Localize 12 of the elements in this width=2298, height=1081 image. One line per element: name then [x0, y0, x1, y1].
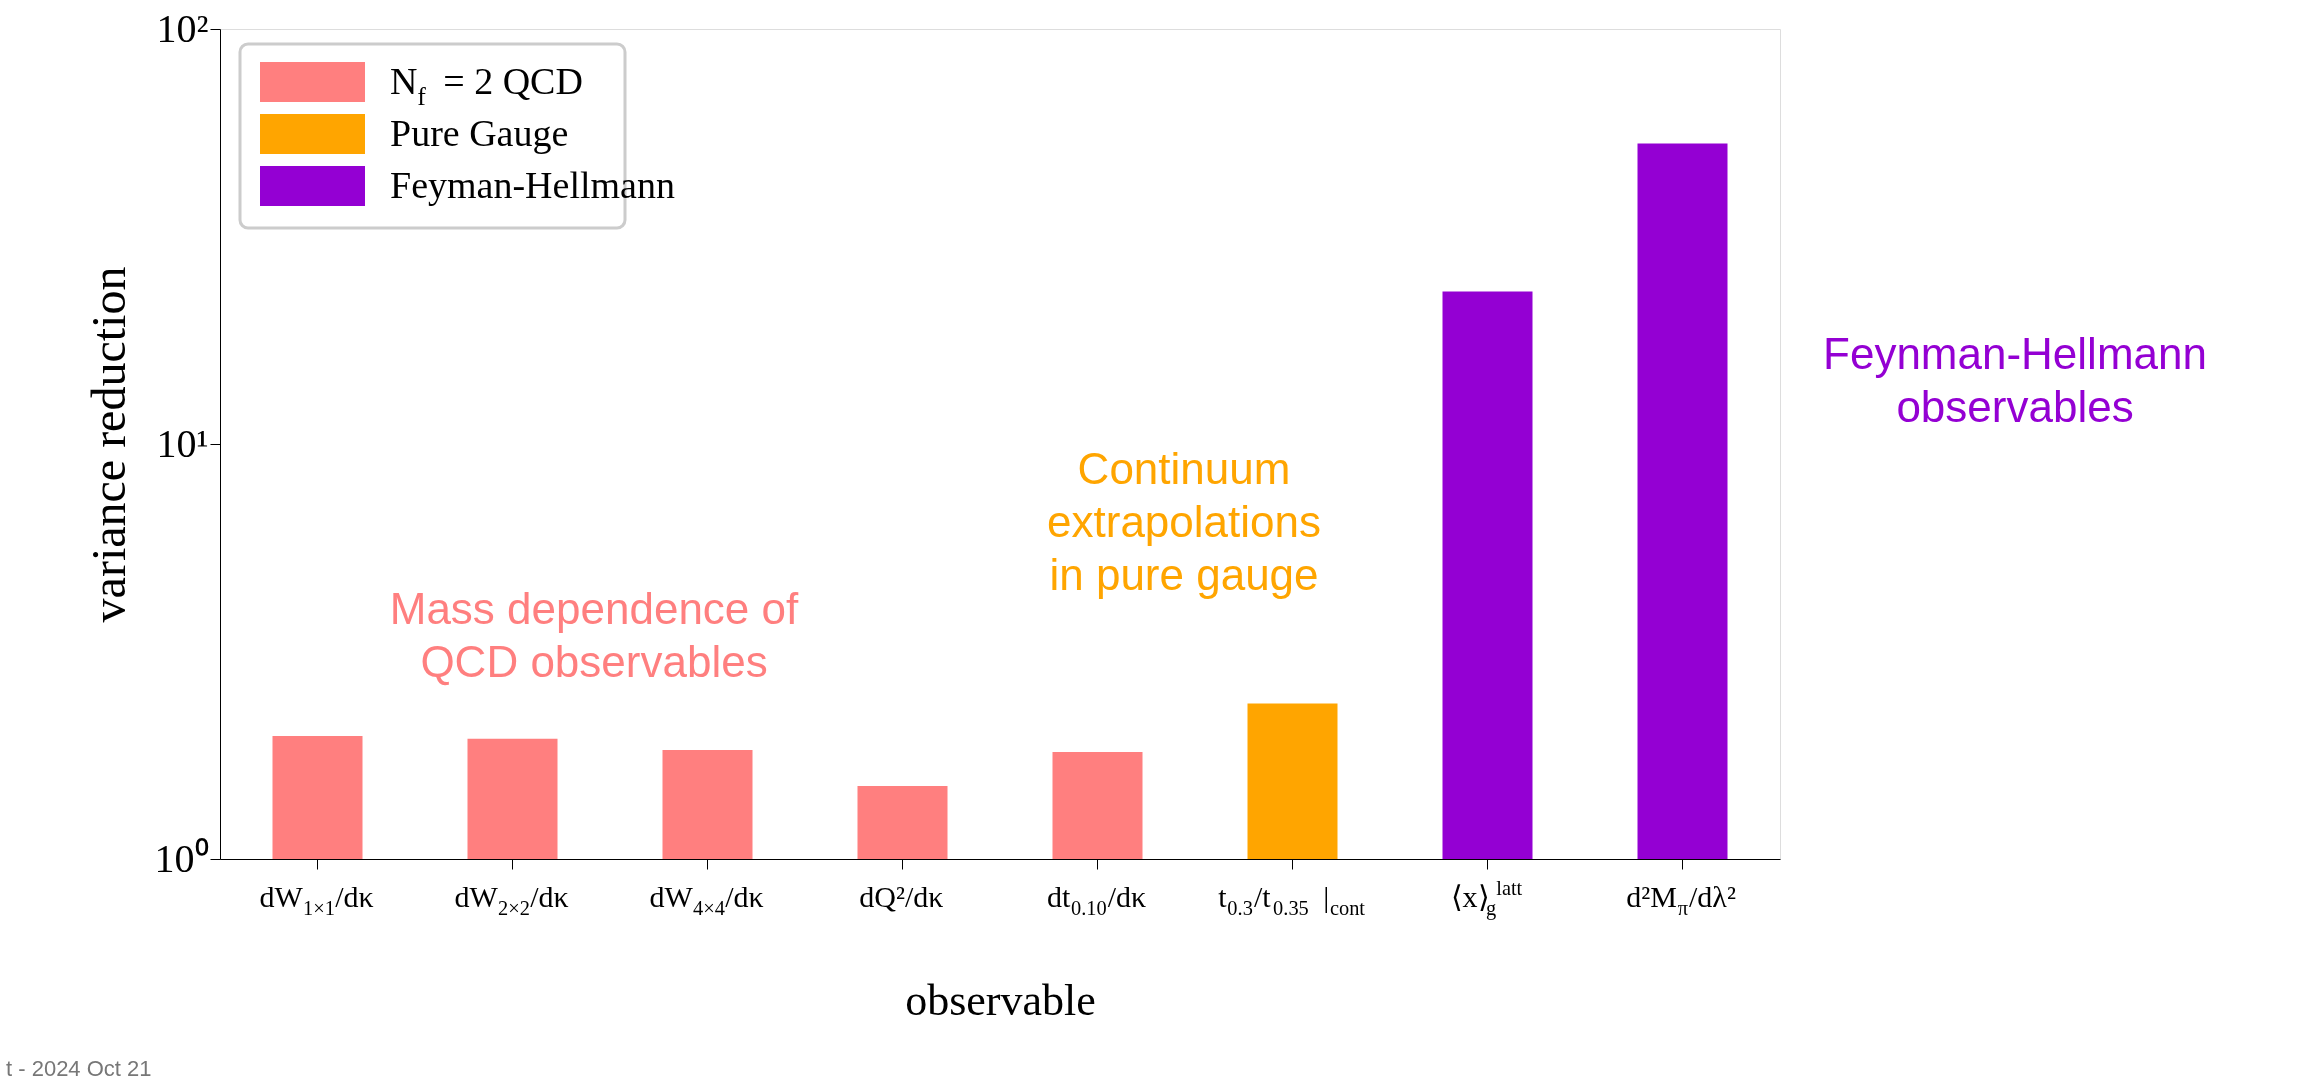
annotation: Mass dependence of QCD observables	[389, 584, 800, 686]
annotation: Continuum extrapolations in pure gauge	[1047, 444, 1321, 599]
y-axis-title: variance reduction	[81, 266, 135, 623]
y-tick-label: 10¹	[156, 420, 209, 466]
legend-label: Pure Gauge	[390, 112, 569, 154]
text: t - 2024 Oct 21	[6, 1056, 152, 1081]
legend-label: Feyman-Hellmann	[390, 164, 675, 206]
x-tick-label: dQ²/dκ	[859, 880, 944, 913]
y-tick-label: 10⁰	[154, 835, 209, 881]
x-axis-title: observable	[905, 976, 1096, 1025]
text: Feynman-Hellmann observables	[1823, 329, 2207, 431]
y-tick-label: 10²	[156, 5, 209, 51]
